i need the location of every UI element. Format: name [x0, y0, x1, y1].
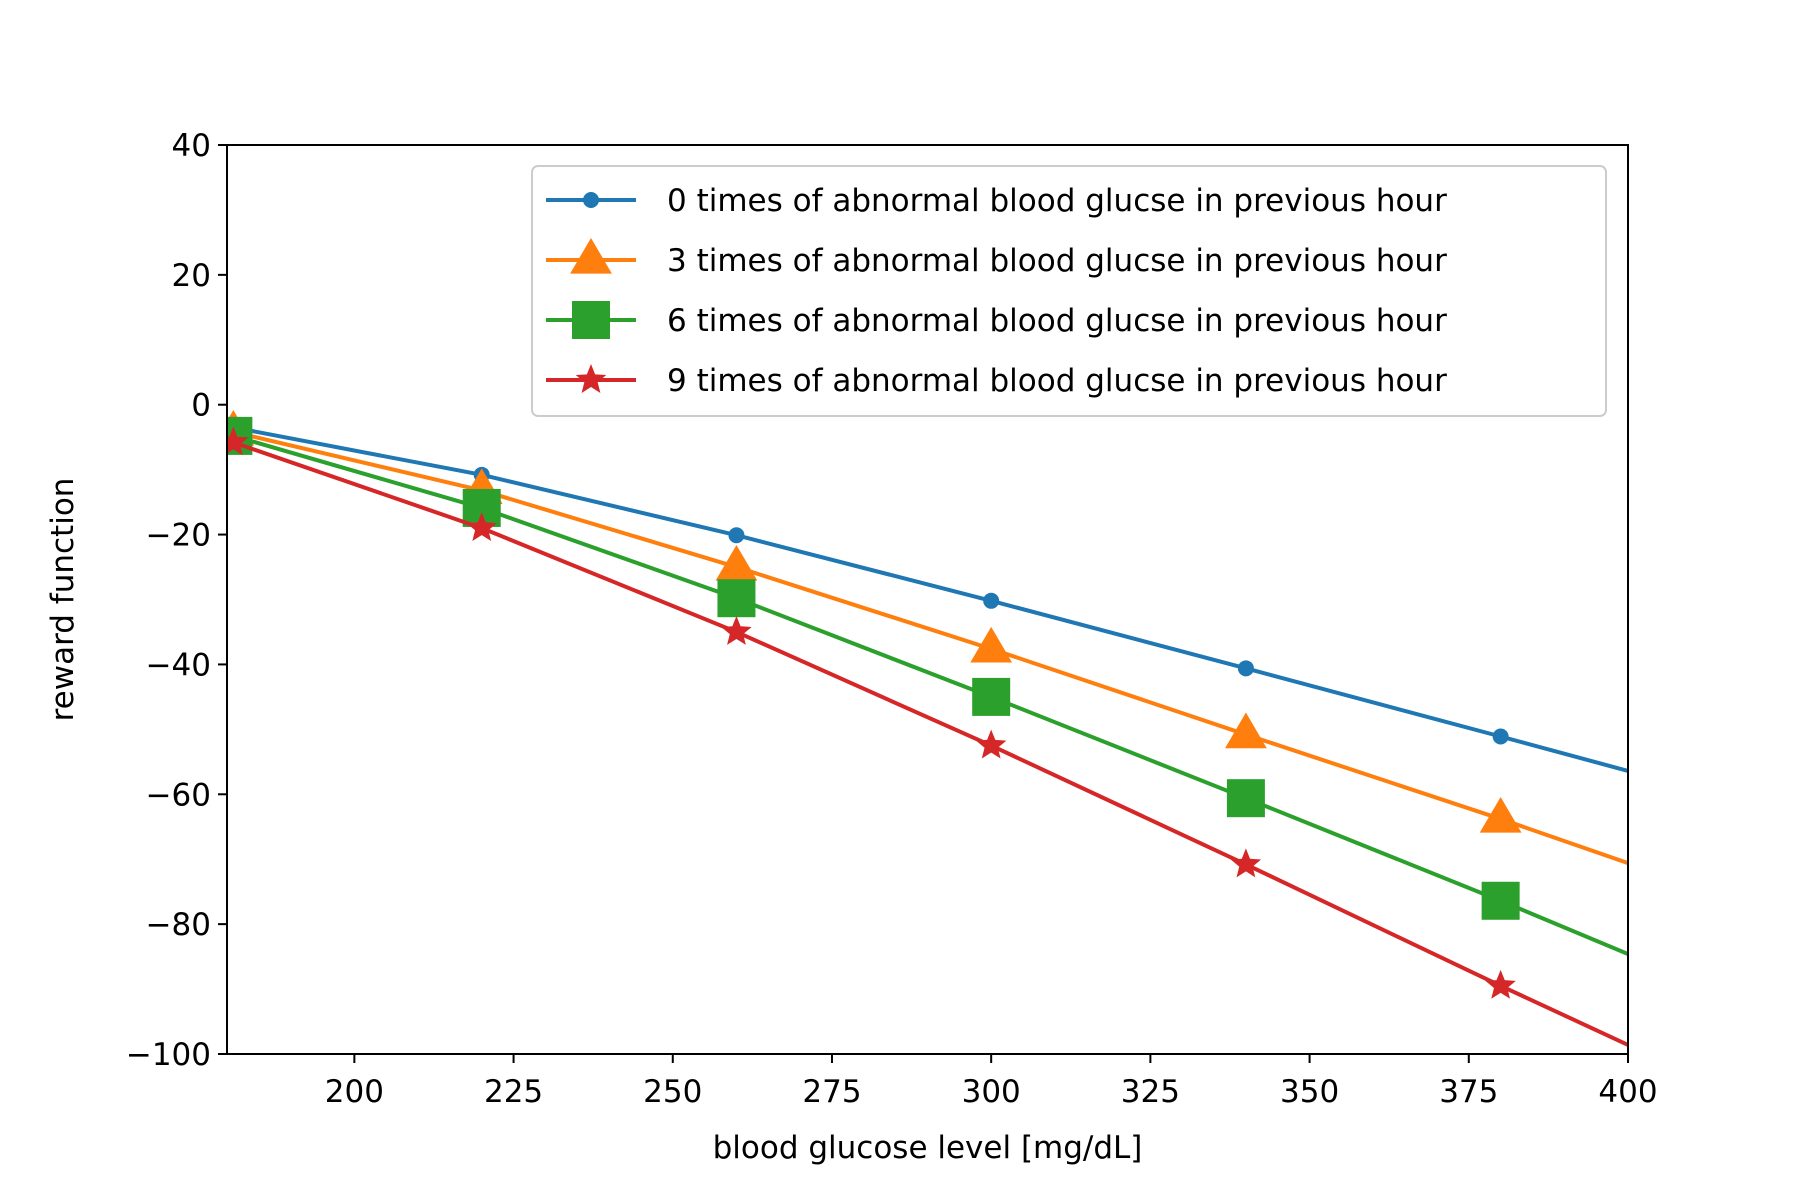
y-tick-label: 20	[172, 258, 211, 294]
legend-label: 9 times of abnormal blood glucse in prev…	[667, 363, 1447, 399]
data-point-star	[721, 615, 752, 645]
legend-label: 6 times of abnormal blood glucse in prev…	[667, 303, 1447, 339]
y-tick-label: −80	[146, 907, 211, 943]
data-point-triangle	[970, 626, 1013, 663]
legend-entry: 9 times of abnormal blood glucse in prev…	[546, 363, 1447, 399]
legend-entry: 6 times of abnormal blood glucse in prev…	[546, 301, 1447, 339]
y-tick-label: 40	[172, 128, 211, 164]
data-point-square	[717, 579, 756, 618]
data-point-triangle	[1479, 796, 1522, 833]
legend-entry: 0 times of abnormal blood glucse in prev…	[546, 183, 1447, 219]
data-point-star	[466, 512, 497, 542]
x-tick-label: 300	[962, 1074, 1021, 1110]
y-tick-label: 0	[191, 388, 211, 424]
legend-label: 0 times of abnormal blood glucse in prev…	[667, 183, 1447, 219]
x-tick-label: 200	[325, 1074, 384, 1110]
y-tick-label: −40	[146, 647, 211, 683]
y-tick-label: −100	[126, 1037, 211, 1073]
series-star	[227, 426, 1628, 1047]
data-point-triangle	[1225, 712, 1267, 749]
x-tick-label: 225	[484, 1074, 543, 1110]
legend-marker-triangle	[570, 238, 612, 274]
data-point-star	[1230, 848, 1262, 878]
x-tick-label: 400	[1598, 1074, 1657, 1110]
y-axis: 40 20 0 −20 −40 −60 −80 −100	[126, 128, 227, 1073]
x-axis: 200 225 250 275 300 325 350 375 400	[325, 1054, 1658, 1110]
legend-marker-square	[572, 301, 610, 339]
x-tick-label: 325	[1121, 1074, 1180, 1110]
y-tick-label: −20	[146, 518, 211, 554]
legend-marker-circle	[583, 192, 599, 208]
data-point-circle	[1237, 660, 1254, 677]
legend-box	[531, 165, 1607, 417]
legend-entry: 3 times of abnormal blood glucse in prev…	[546, 238, 1447, 279]
y-axis-label: reward function	[45, 478, 81, 722]
data-point-triangle	[715, 545, 758, 581]
x-tick-label: 250	[643, 1074, 702, 1110]
data-point-circle	[728, 527, 745, 544]
x-tick-label: 350	[1280, 1074, 1339, 1110]
data-point-square	[972, 677, 1011, 716]
axes-frame	[226, 144, 1629, 1055]
y-tick-label: −60	[146, 777, 211, 813]
x-tick-label: 275	[802, 1074, 861, 1110]
legend-marker-star	[575, 364, 607, 393]
data-point-star	[975, 729, 1007, 759]
legend: 0 times of abnormal blood glucse in prev…	[531, 165, 1607, 417]
data-point-star	[227, 426, 249, 456]
x-tick-label: 375	[1439, 1074, 1498, 1110]
data-point-square	[1481, 881, 1520, 920]
data-point-star	[1485, 969, 1516, 999]
data-point-square	[1226, 779, 1265, 818]
legend-label: 3 times of abnormal blood glucse in prev…	[667, 243, 1447, 279]
x-axis-label: blood glucose level [mg/dL]	[713, 1130, 1143, 1166]
plot-area	[227, 409, 1628, 1047]
data-point-circle	[983, 592, 1000, 609]
data-point-circle	[1492, 728, 1509, 745]
